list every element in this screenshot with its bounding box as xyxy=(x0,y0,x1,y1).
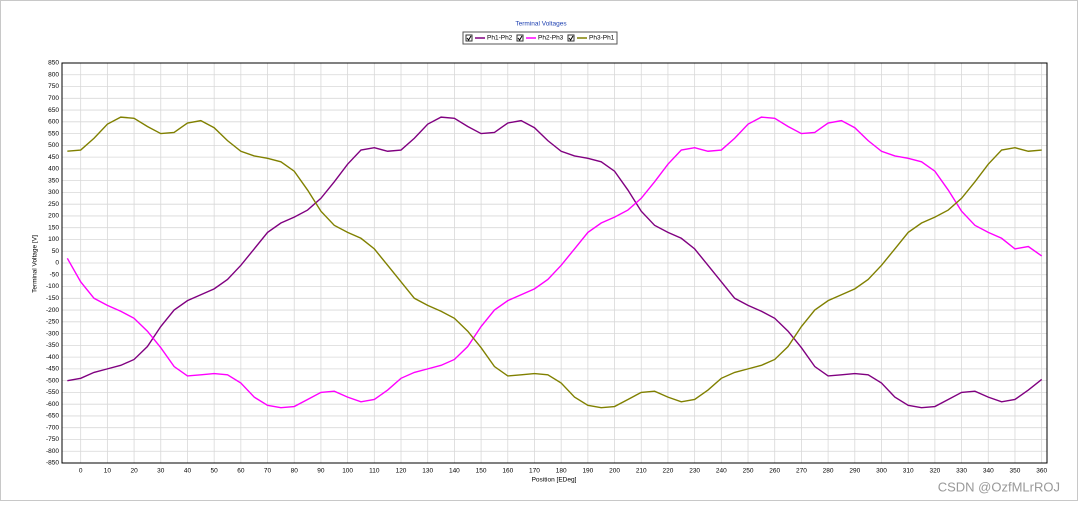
chart-title: Terminal Voltages xyxy=(515,21,567,28)
y-tick-label: -300 xyxy=(46,330,59,337)
plot-border xyxy=(61,62,1048,464)
y-tick-label: 150 xyxy=(48,224,59,231)
y-tick-label: -800 xyxy=(46,448,59,455)
y-tick-label: -500 xyxy=(46,377,59,384)
series-line xyxy=(66,116,1043,409)
x-tick-label: 330 xyxy=(956,468,967,475)
x-tick-label: 70 xyxy=(264,468,272,475)
y-tick-label: 500 xyxy=(48,142,59,149)
x-tick-label: 260 xyxy=(769,468,780,475)
x-tick-label: 350 xyxy=(1010,468,1021,475)
y-tick-label: 400 xyxy=(48,166,59,173)
x-tick-label: 180 xyxy=(556,468,567,475)
x-tick-label: 250 xyxy=(743,468,754,475)
legend-checkbox[interactable] xyxy=(465,34,473,42)
x-tick-label: 270 xyxy=(796,468,807,475)
x-tick-label: 50 xyxy=(211,468,219,475)
x-tick-label: 40 xyxy=(184,468,192,475)
watermark: CSDN @OzfMLrROJ xyxy=(938,479,1060,494)
y-tick-label: -400 xyxy=(46,354,59,361)
y-tick-label: 600 xyxy=(48,119,59,126)
x-tick-label: 200 xyxy=(609,468,620,475)
x-tick-label: 80 xyxy=(291,468,299,475)
y-tick-label: -750 xyxy=(46,436,59,443)
x-tick-label: 220 xyxy=(663,468,674,475)
x-tick-label: 320 xyxy=(929,468,940,475)
y-tick-label: -350 xyxy=(46,342,59,349)
x-tick-label: 30 xyxy=(157,468,165,475)
y-tick-label: -50 xyxy=(50,271,60,278)
legend-checkmark xyxy=(517,35,523,41)
x-axis-label: Position [EDeg] xyxy=(532,477,577,484)
y-tick-label: 350 xyxy=(48,177,59,184)
x-tick-label: 170 xyxy=(529,468,540,475)
y-tick-label: 250 xyxy=(48,201,59,208)
y-tick-label: 50 xyxy=(52,248,60,255)
x-tick-label: 20 xyxy=(130,468,138,475)
x-tick-label: 10 xyxy=(104,468,112,475)
y-axis-label: Terminal Voltage [V] xyxy=(32,235,39,293)
legend-checkbox[interactable] xyxy=(567,34,575,42)
x-tick-label: 280 xyxy=(823,468,834,475)
legend-checkmark xyxy=(466,35,472,41)
y-tick-label: 750 xyxy=(48,83,59,90)
y-tick-label: -700 xyxy=(46,424,59,431)
x-tick-label: 160 xyxy=(502,468,513,475)
y-tick-label: -450 xyxy=(46,366,59,373)
y-tick-label: 700 xyxy=(48,95,59,102)
x-tick-label: 190 xyxy=(582,468,593,475)
y-tick-label: 550 xyxy=(48,130,59,137)
x-tick-label: 120 xyxy=(396,468,407,475)
x-tick-label: 60 xyxy=(237,468,245,475)
x-tick-label: 130 xyxy=(422,468,433,475)
x-tick-label: 230 xyxy=(689,468,700,475)
y-tick-label: -150 xyxy=(46,295,59,302)
y-tick-label: -650 xyxy=(46,413,59,420)
x-tick-label: 0 xyxy=(79,468,83,475)
y-tick-label: 0 xyxy=(55,260,59,267)
x-tick-label: 110 xyxy=(369,468,380,475)
x-tick-label: 90 xyxy=(317,468,325,475)
x-tick-label: 290 xyxy=(849,468,860,475)
x-tick-label: 150 xyxy=(476,468,487,475)
x-tick-label: 100 xyxy=(342,468,353,475)
y-tick-label: -600 xyxy=(46,401,59,408)
y-tick-label: 850 xyxy=(48,60,59,67)
x-tick-label: 140 xyxy=(449,468,460,475)
x-tick-label: 240 xyxy=(716,468,727,475)
x-tick-label: 300 xyxy=(876,468,887,475)
y-tick-label: -200 xyxy=(46,307,59,314)
legend-checkbox[interactable] xyxy=(516,34,524,42)
y-tick-label: 450 xyxy=(48,154,59,161)
y-tick-label: 300 xyxy=(48,189,59,196)
y-tick-label: 200 xyxy=(48,213,59,220)
legend-box xyxy=(462,31,618,45)
y-tick-label: -550 xyxy=(46,389,59,396)
legend-checkmark xyxy=(568,35,574,41)
series-line xyxy=(67,116,1043,409)
y-tick-label: -100 xyxy=(46,283,59,290)
series-line xyxy=(67,116,1042,409)
y-tick-label: 100 xyxy=(48,236,59,243)
x-tick-label: 310 xyxy=(903,468,914,475)
x-tick-label: 340 xyxy=(983,468,994,475)
y-tick-label: -250 xyxy=(46,319,59,326)
x-tick-label: 210 xyxy=(636,468,647,475)
legend-label: Ph1-Ph2 xyxy=(487,35,513,42)
x-tick-label: 360 xyxy=(1036,468,1047,475)
y-tick-label: -850 xyxy=(46,460,59,467)
y-tick-label: 650 xyxy=(48,107,59,114)
y-tick-label: 800 xyxy=(48,71,59,78)
legend-label: Ph3-Ph1 xyxy=(589,35,615,42)
legend-label: Ph2-Ph3 xyxy=(538,35,564,42)
